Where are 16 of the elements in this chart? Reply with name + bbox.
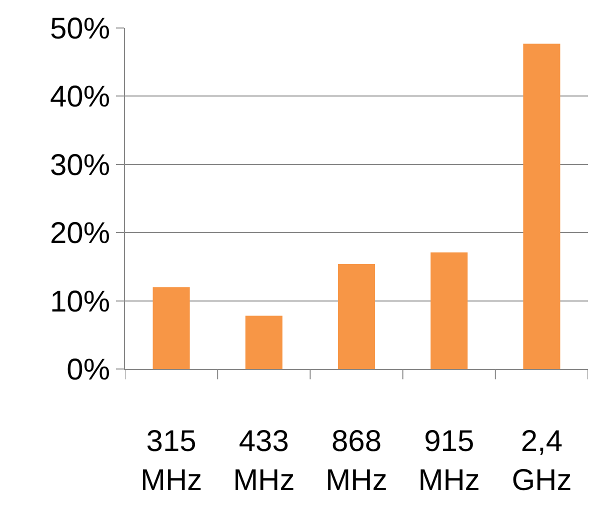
x-tick-label: 315 MHz xyxy=(140,425,202,497)
x-tick-label: 915 MHz xyxy=(418,425,480,497)
y-tick-label: 30% xyxy=(50,148,110,182)
bar xyxy=(152,287,190,369)
x-tick-label: 868 MHz xyxy=(326,425,388,497)
y-tick-label: 0% xyxy=(66,354,110,386)
bar xyxy=(245,316,282,369)
y-tick-label: 10% xyxy=(50,285,110,318)
y-tick-label: 40% xyxy=(50,80,110,114)
bar xyxy=(430,252,468,369)
bar xyxy=(523,44,560,369)
x-tick-label: 433 MHz xyxy=(233,425,295,497)
x-tick-label: 2,4 GHz xyxy=(512,425,572,497)
y-tick-label: 20% xyxy=(50,217,110,250)
bar xyxy=(338,264,376,369)
y-tick-label: 50% xyxy=(50,12,110,46)
